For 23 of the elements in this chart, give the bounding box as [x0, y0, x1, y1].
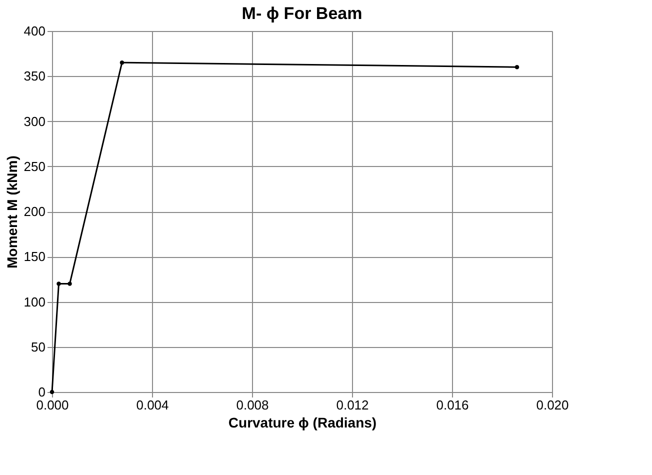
- point: [56, 282, 61, 286]
- x-tick-label: 0.016: [436, 398, 469, 412]
- y-tick-label: 400: [24, 24, 46, 38]
- point: [514, 64, 520, 70]
- y-tick-label: 300: [24, 114, 46, 129]
- y-tick-label: 150: [24, 249, 46, 264]
- x-tick-label: 0.008: [236, 398, 269, 412]
- chart-title: M- ϕ For Beam: [242, 4, 362, 23]
- x-tick-label: 0.012: [336, 398, 369, 412]
- y-tick-label: 200: [24, 204, 46, 219]
- y-tick-label: 250: [24, 158, 46, 174]
- y-tick-label: 0: [38, 384, 46, 400]
- y-tick-label: 50: [31, 339, 46, 354]
- y-tick-label: 100: [24, 294, 46, 310]
- point: [120, 60, 124, 65]
- y-axis-title: Moment M (kNm): [4, 156, 20, 268]
- y-tick-label: 350: [24, 68, 46, 84]
- x-tick-label: 0.000: [36, 398, 69, 412]
- point: [50, 390, 54, 394]
- x-axis-title: Curvature ϕ (Radians): [228, 414, 377, 430]
- point: [68, 282, 72, 286]
- x-tick-label: 0.004: [136, 398, 169, 412]
- x-tick-label: 0.020: [536, 398, 569, 412]
